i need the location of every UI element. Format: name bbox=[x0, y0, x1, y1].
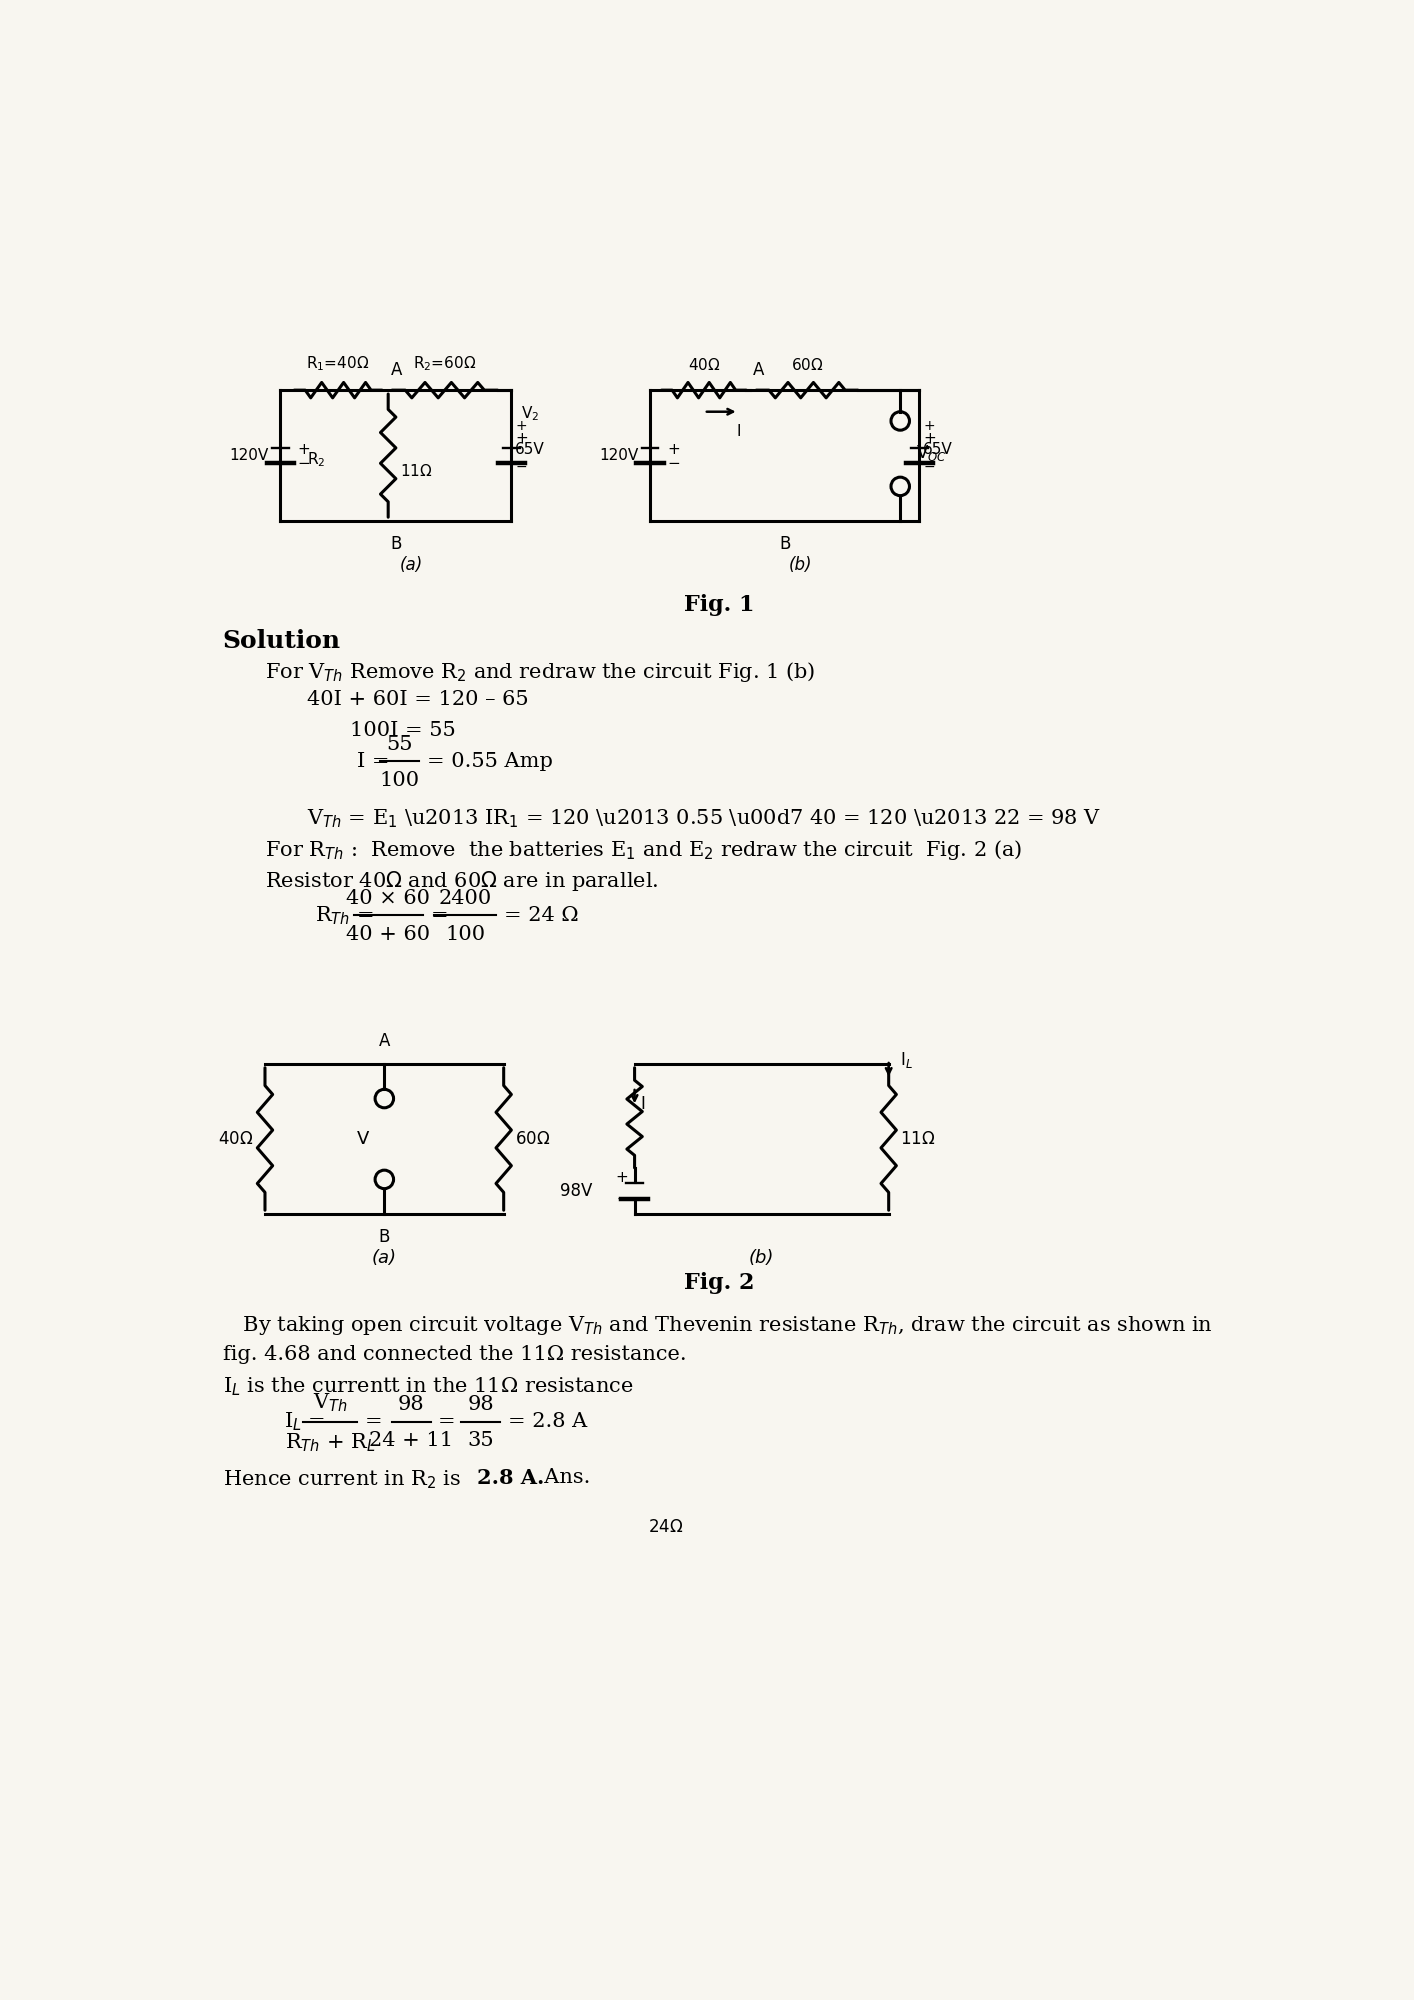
Text: I: I bbox=[737, 424, 741, 440]
Text: R$_1$=40$\Omega$: R$_1$=40$\Omega$ bbox=[307, 354, 370, 374]
Text: 2.8 A.: 2.8 A. bbox=[477, 1468, 544, 1488]
Text: V$_{Th}$ = E$_1$ \u2013 IR$_1$ = 120 \u2013 0.55 \u00d7 40 = 120 \u2013 22 = 98 : V$_{Th}$ = E$_1$ \u2013 IR$_1$ = 120 \u2… bbox=[307, 808, 1102, 830]
Text: +: + bbox=[297, 442, 310, 456]
Text: =: = bbox=[438, 1412, 462, 1432]
Text: 40$\Omega$: 40$\Omega$ bbox=[218, 1130, 253, 1148]
Text: B: B bbox=[379, 1228, 390, 1246]
Text: Hence current in R$_2$ is: Hence current in R$_2$ is bbox=[222, 1468, 462, 1490]
Text: I$_L$ =: I$_L$ = bbox=[284, 1410, 328, 1434]
Text: I =: I = bbox=[358, 752, 396, 770]
Text: V: V bbox=[356, 1130, 369, 1148]
Text: A: A bbox=[379, 1032, 390, 1050]
Text: −: − bbox=[667, 456, 680, 470]
Text: +: + bbox=[923, 420, 935, 434]
Text: −: − bbox=[515, 460, 527, 474]
Text: 120V: 120V bbox=[229, 448, 269, 464]
Text: −: − bbox=[617, 1192, 628, 1206]
Text: V$_{OC}$: V$_{OC}$ bbox=[916, 444, 946, 464]
Text: 100I = 55: 100I = 55 bbox=[349, 722, 455, 740]
Text: For V$_{Th}$ Remove R$_2$ and redraw the circuit Fig. 1 (b): For V$_{Th}$ Remove R$_2$ and redraw the… bbox=[264, 660, 816, 684]
Text: B: B bbox=[390, 534, 402, 552]
Text: 55: 55 bbox=[386, 734, 413, 754]
Text: (b): (b) bbox=[749, 1248, 775, 1266]
Text: A: A bbox=[752, 362, 764, 380]
Text: +: + bbox=[923, 432, 936, 446]
Text: 65V: 65V bbox=[515, 442, 544, 456]
Text: Fig. 1: Fig. 1 bbox=[684, 594, 755, 616]
Text: 120V: 120V bbox=[600, 448, 639, 464]
Text: 60$\Omega$: 60$\Omega$ bbox=[515, 1130, 550, 1148]
Text: 60$\Omega$: 60$\Omega$ bbox=[790, 358, 823, 374]
Text: = 2.8 A: = 2.8 A bbox=[508, 1412, 587, 1432]
Text: 98V: 98V bbox=[560, 1182, 592, 1200]
Text: 65V: 65V bbox=[923, 442, 953, 456]
Text: (b): (b) bbox=[789, 556, 812, 574]
Text: 100: 100 bbox=[445, 924, 485, 944]
Text: = 0.55 Amp: = 0.55 Amp bbox=[427, 752, 553, 770]
Text: R$_{Th}$ =: R$_{Th}$ = bbox=[315, 904, 376, 926]
Text: For R$_{Th}$ :  Remove  the batteries E$_1$ and E$_2$ redraw the circuit  Fig. 2: For R$_{Th}$ : Remove the batteries E$_1… bbox=[264, 838, 1022, 862]
Text: (a): (a) bbox=[372, 1248, 397, 1266]
Text: 40$\Omega$: 40$\Omega$ bbox=[687, 358, 720, 374]
Text: A: A bbox=[390, 362, 402, 380]
Text: (a): (a) bbox=[400, 556, 423, 574]
Text: 11$\Omega$: 11$\Omega$ bbox=[901, 1130, 936, 1148]
Text: 98: 98 bbox=[467, 1396, 493, 1414]
Text: Solution: Solution bbox=[222, 628, 341, 652]
Text: 2400: 2400 bbox=[438, 888, 492, 908]
Text: Ans.: Ans. bbox=[530, 1468, 590, 1488]
Text: I$_L$ is the currentt in the 11Ω resistance: I$_L$ is the currentt in the 11Ω resista… bbox=[222, 1376, 633, 1398]
Text: =: = bbox=[365, 1412, 389, 1432]
Text: =: = bbox=[430, 906, 455, 924]
Text: I: I bbox=[641, 1094, 646, 1112]
Text: R$_2$: R$_2$ bbox=[307, 450, 325, 468]
Text: Resistor 40$\Omega$ and 60$\Omega$ are in parallel.: Resistor 40$\Omega$ and 60$\Omega$ are i… bbox=[264, 870, 659, 894]
Text: +: + bbox=[515, 432, 527, 446]
Text: R$_{Th}$ + R$_L$: R$_{Th}$ + R$_L$ bbox=[286, 1432, 376, 1454]
Text: 40I + 60I = 120 – 65: 40I + 60I = 120 – 65 bbox=[307, 690, 529, 710]
Text: 35: 35 bbox=[467, 1432, 493, 1450]
Text: V$_{Th}$: V$_{Th}$ bbox=[312, 1392, 348, 1414]
Text: B: B bbox=[779, 534, 790, 552]
Text: By taking open circuit voltage V$_{Th}$ and Thevenin resistane R$_{Th}$, draw th: By taking open circuit voltage V$_{Th}$ … bbox=[222, 1314, 1212, 1338]
Text: −: − bbox=[923, 460, 935, 474]
Text: V$_2$: V$_2$ bbox=[520, 404, 539, 424]
Text: I$_L$: I$_L$ bbox=[901, 1050, 913, 1070]
Text: +: + bbox=[515, 420, 527, 434]
Text: 40 × 60: 40 × 60 bbox=[346, 888, 430, 908]
Text: 11$\Omega$: 11$\Omega$ bbox=[400, 464, 433, 478]
Text: fig. 4.68 and connected the 11Ω resistance.: fig. 4.68 and connected the 11Ω resistan… bbox=[222, 1344, 686, 1364]
Text: 24$\Omega$: 24$\Omega$ bbox=[649, 1518, 684, 1536]
Text: Fig. 2: Fig. 2 bbox=[684, 1272, 755, 1294]
Text: 40 + 60: 40 + 60 bbox=[346, 924, 430, 944]
Text: 100: 100 bbox=[380, 770, 420, 790]
Text: +: + bbox=[667, 442, 680, 456]
Text: 98: 98 bbox=[397, 1396, 424, 1414]
Text: +: + bbox=[615, 1170, 628, 1184]
Text: R$_2$=60$\Omega$: R$_2$=60$\Omega$ bbox=[413, 354, 477, 374]
Text: −: − bbox=[297, 456, 310, 470]
Text: 24 + 11: 24 + 11 bbox=[369, 1432, 454, 1450]
Text: = 24 Ω: = 24 Ω bbox=[503, 906, 578, 924]
